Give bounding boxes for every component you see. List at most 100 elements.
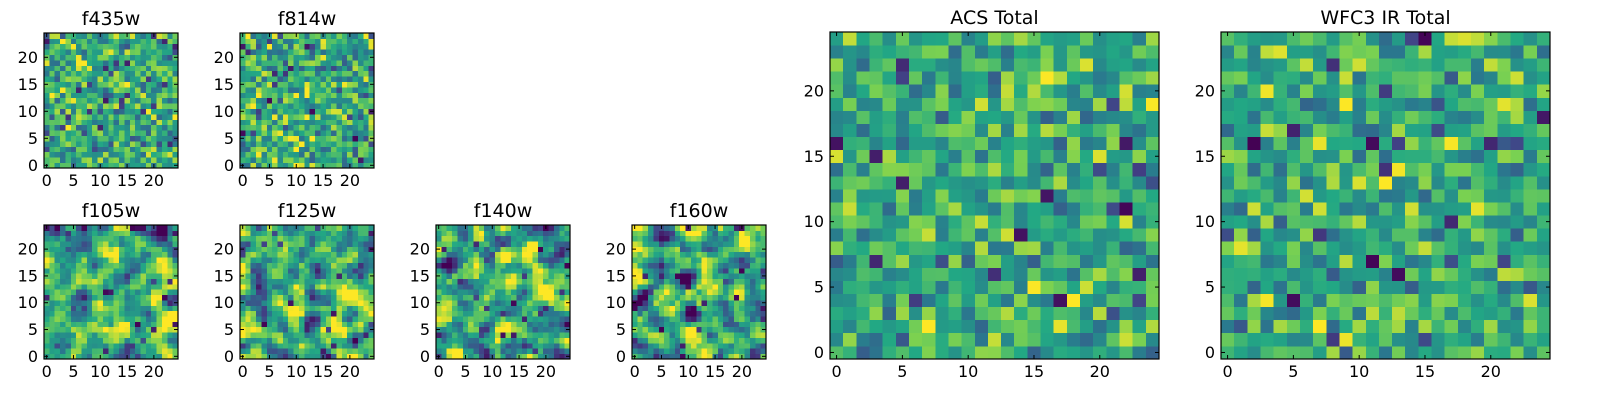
heatmap-cell <box>70 321 77 328</box>
heatmap-cell <box>250 141 257 147</box>
heatmap-cell <box>368 114 375 120</box>
heatmap-cell <box>1119 175 1134 190</box>
heatmap-cell <box>527 251 533 258</box>
heatmap-cell <box>1326 332 1340 347</box>
heatmap-cell <box>124 119 131 126</box>
heatmap-cell <box>336 321 343 328</box>
heatmap-cell <box>658 305 665 312</box>
heatmap-cell <box>505 305 512 312</box>
heatmap-cell <box>113 157 120 163</box>
heatmap-cell <box>282 246 289 253</box>
heatmap-cell <box>368 97 375 104</box>
heatmap-cell <box>145 65 152 72</box>
heatmap-cell <box>680 257 686 263</box>
heatmap-cell <box>81 289 88 296</box>
heatmap-cell <box>908 97 923 111</box>
heatmap-cell <box>452 241 458 247</box>
heatmap-cell <box>1444 254 1459 268</box>
heatmap-cell <box>908 110 923 124</box>
heatmap-cell <box>452 348 458 355</box>
heatmap-cell <box>86 114 93 120</box>
heatmap-cell <box>674 300 681 306</box>
heatmap-cell <box>266 70 273 77</box>
heatmap-cell <box>511 241 517 247</box>
heatmap-cell <box>298 316 305 322</box>
heatmap-cell <box>935 97 949 111</box>
heatmap-cell <box>151 49 157 55</box>
heatmap-cell <box>1471 280 1485 294</box>
heatmap-cell <box>161 76 168 82</box>
heatmap-cell <box>1484 267 1498 281</box>
heatmap-cell <box>76 267 82 274</box>
heatmap-cell <box>86 157 93 163</box>
heatmap-cell <box>135 283 141 290</box>
heatmap-cell <box>739 300 745 306</box>
heatmap-cell <box>304 49 311 55</box>
heatmap-cell <box>723 289 729 296</box>
heatmap-cell <box>830 293 844 308</box>
heatmap-cell <box>60 278 66 285</box>
heatmap-cell <box>92 124 98 131</box>
heatmap-cell <box>1027 345 1041 360</box>
heatmap-cell <box>642 230 649 237</box>
heatmap-cell <box>690 342 697 349</box>
heatmap-cell <box>65 162 72 169</box>
heatmap-cell <box>1066 202 1081 216</box>
heatmap-cell <box>288 114 294 120</box>
heatmap-cell <box>1484 162 1498 177</box>
heatmap-cell <box>1510 175 1525 190</box>
heatmap-cell <box>559 257 566 263</box>
heatmap-cell <box>309 337 316 344</box>
heatmap-cell <box>553 246 560 253</box>
heatmap-cell <box>325 332 332 338</box>
heatmap-cell <box>1497 306 1511 321</box>
heatmap-cell <box>352 92 359 99</box>
heatmap-cell <box>564 348 571 355</box>
heatmap-cell <box>70 235 77 242</box>
heatmap-cell <box>1405 228 1419 242</box>
heatmap-cell <box>352 332 359 338</box>
heatmap-cell <box>70 76 77 82</box>
heatmap-cell <box>44 262 50 269</box>
heatmap-cell <box>505 300 512 306</box>
heatmap-cell <box>1418 188 1432 203</box>
heatmap-cell <box>935 149 949 164</box>
heatmap-cell <box>446 257 453 263</box>
heatmap-cell <box>1484 280 1498 294</box>
heatmap-cell <box>1066 32 1081 46</box>
heatmap-cell <box>674 235 681 242</box>
heatmap-cell <box>685 321 692 328</box>
heatmap-cell <box>1053 136 1068 151</box>
heatmap-cell <box>1014 110 1028 124</box>
heatmap-cell <box>527 321 533 328</box>
heatmap-cell <box>830 149 844 164</box>
heatmap-cell <box>511 300 517 306</box>
heatmap-cell <box>54 353 61 360</box>
heatmap-cell <box>642 337 649 344</box>
heatmap-cell <box>1119 332 1134 347</box>
heatmap-cell <box>1273 267 1288 281</box>
heatmap-cell <box>320 135 327 142</box>
heatmap-cell <box>1299 332 1314 347</box>
heatmap-cell <box>65 225 72 231</box>
heatmap-cell <box>250 70 257 77</box>
x-tick-label: 15 <box>509 362 529 381</box>
heatmap-cell <box>500 257 507 263</box>
heatmap-cell <box>717 251 724 258</box>
heatmap-cell <box>642 300 649 306</box>
heatmap-cell <box>347 337 353 344</box>
heatmap-cell <box>44 342 50 349</box>
heatmap-cell <box>347 43 353 50</box>
heatmap-cell <box>119 246 125 253</box>
heatmap-cell <box>352 108 359 115</box>
heatmap-cell <box>653 283 660 290</box>
heatmap-cell <box>648 289 654 296</box>
heatmap-cell <box>119 135 125 142</box>
heatmap-cell <box>129 251 136 258</box>
heatmap-cell <box>948 254 962 268</box>
heatmap-cell <box>240 262 246 269</box>
heatmap-cell <box>658 300 665 306</box>
heatmap-cell <box>1536 241 1551 255</box>
heatmap-cell <box>86 257 93 263</box>
heatmap-cell <box>240 235 246 242</box>
